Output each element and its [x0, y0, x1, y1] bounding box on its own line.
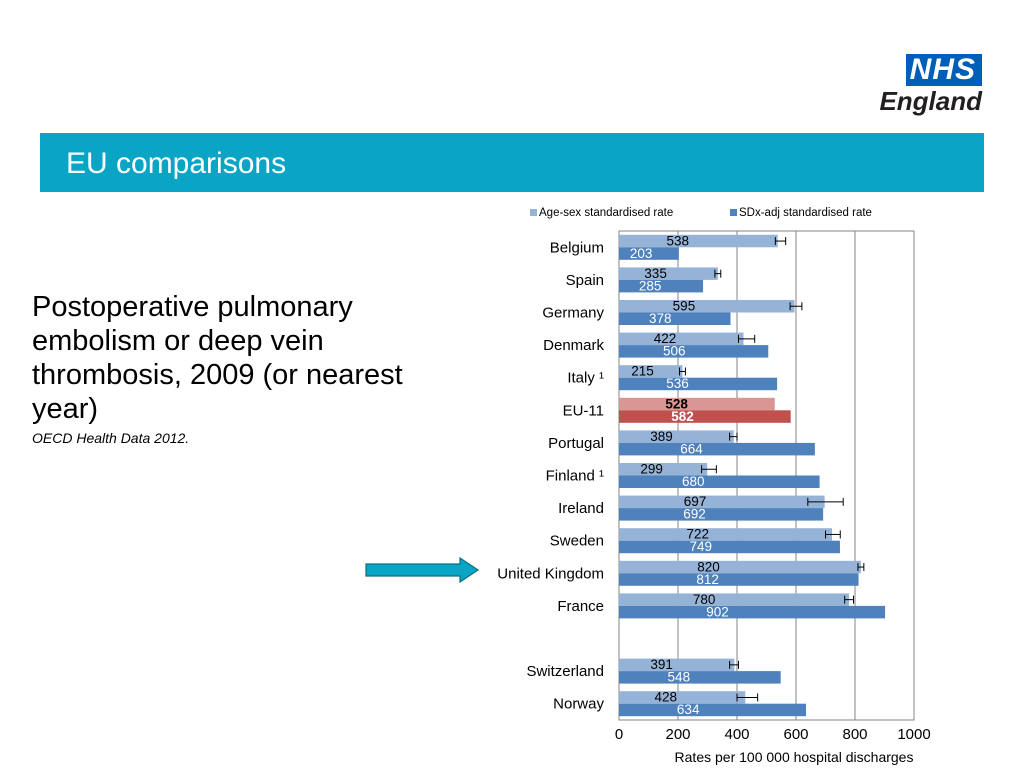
data-label: 722 — [687, 527, 710, 542]
data-label: 664 — [680, 441, 703, 456]
legend-swatch — [530, 209, 537, 216]
bar-sdx-adj — [619, 312, 731, 325]
category-label: Belgium — [550, 239, 604, 256]
data-label: 428 — [654, 690, 677, 705]
x-tick-labels: 0 200 400 600 800 1000 — [615, 726, 931, 743]
bar-sdx-adj — [619, 377, 778, 391]
data-label: 538 — [666, 233, 689, 248]
bar-age-sex — [619, 691, 746, 704]
category-label: France — [557, 598, 604, 615]
bar-chart: Age-sex standardised rate SDx-adj standar… — [497, 207, 931, 765]
data-label: 536 — [666, 376, 689, 391]
data-label: 389 — [650, 429, 673, 444]
category-label: Switzerland — [526, 663, 604, 680]
page-title: EU comparisons — [66, 147, 287, 180]
data-label: 902 — [706, 604, 729, 619]
bar-age-sex — [619, 430, 734, 443]
bar-sdx-adj — [619, 605, 886, 619]
x-tick-label: 200 — [665, 726, 690, 743]
bar-age-sex — [619, 300, 795, 313]
category-label: Denmark — [543, 337, 604, 354]
data-label: 582 — [671, 409, 694, 424]
category-label: Sweden — [550, 533, 604, 550]
data-label: 299 — [640, 462, 663, 477]
data-label: 391 — [650, 657, 673, 672]
data-label: 820 — [697, 559, 720, 574]
category-label: Italy ¹ — [567, 370, 604, 387]
bar-age-sex — [619, 528, 832, 541]
category-labels: Belgium Spain Germany Denmark Italy ¹ EU-11 Po… — [497, 239, 604, 712]
data-label: 506 — [663, 344, 686, 359]
data-label: 203 — [630, 246, 653, 261]
legend-label: SDx-adj standardised rate — [739, 207, 872, 219]
data-label: 422 — [654, 331, 677, 346]
data-label: 697 — [684, 494, 707, 509]
bar-sdx-adj — [619, 410, 791, 423]
bar-sdx-adj — [619, 703, 807, 717]
x-tick-label: 0 — [615, 726, 623, 743]
bar-age-sex — [619, 365, 683, 378]
x-tick-label: 1000 — [897, 726, 930, 743]
description-source: OECD Health Data 2012. — [32, 430, 190, 446]
category-label: EU-11 — [563, 402, 604, 419]
category-label: Finland ¹ — [546, 468, 604, 485]
x-tick-label: 600 — [783, 726, 808, 743]
bar-sdx-adj — [619, 540, 840, 554]
bar-age-sex — [619, 267, 718, 280]
bar-age-sex — [619, 397, 775, 411]
nhs-england-logo: NHS England — [874, 54, 982, 115]
nhs-logo-subtitle: England — [879, 86, 982, 116]
bar-age-sex — [619, 463, 708, 476]
data-label: 595 — [673, 299, 696, 314]
data-label: 812 — [696, 572, 719, 587]
x-axis-label: Rates per 100 000 hospital discharges — [675, 749, 914, 765]
data-label: 780 — [693, 592, 716, 607]
data-label: 528 — [665, 396, 688, 411]
category-label: Norway — [553, 696, 604, 713]
bar-age-sex — [619, 593, 850, 606]
bar-sdx-adj — [619, 279, 704, 293]
data-label: 680 — [682, 474, 705, 489]
bar-sdx-adj — [619, 508, 824, 521]
legend-label: Age-sex standardised rate — [539, 207, 673, 219]
bar-sdx-adj — [619, 442, 815, 456]
title-banner: EU comparisons — [40, 133, 984, 192]
category-label: Spain — [566, 272, 604, 289]
bar-sdx-adj — [619, 671, 781, 684]
data-label: 634 — [677, 702, 700, 717]
category-label: United Kingdom — [497, 565, 604, 582]
data-label: 692 — [683, 507, 706, 522]
legend-swatch — [730, 209, 737, 216]
bar-sdx-adj — [619, 345, 769, 358]
chart-legend: Age-sex standardised rate SDx-adj standar… — [530, 207, 872, 219]
bar-age-sex — [619, 234, 778, 248]
bar-age-sex — [619, 658, 735, 672]
data-label: 749 — [689, 539, 712, 554]
bar-age-sex — [619, 495, 825, 509]
category-label: Ireland — [558, 500, 604, 517]
arrow-shape — [365, 557, 480, 583]
data-label: 548 — [668, 670, 691, 685]
data-label: 378 — [649, 311, 672, 326]
data-label: 285 — [639, 278, 662, 293]
data-label: 215 — [631, 364, 654, 379]
bar-age-sex — [619, 332, 744, 346]
data-label: 335 — [644, 266, 667, 281]
chart-description: Postoperative pulmonary embolism or deep… — [32, 290, 432, 446]
bar-age-sex — [619, 560, 861, 574]
x-tick-label: 400 — [724, 726, 749, 743]
bar-sdx-adj — [619, 247, 679, 260]
bar-sdx-adj — [619, 573, 859, 586]
right-arrow-icon — [365, 557, 480, 583]
description-title: Postoperative pulmonary embolism or deep… — [32, 291, 403, 425]
x-tick-label: 800 — [842, 726, 867, 743]
bar-sdx-adj — [619, 475, 820, 488]
category-label: Portugal — [548, 435, 604, 452]
category-label: Germany — [542, 305, 604, 322]
nhs-logo-mark: NHS — [905, 54, 982, 86]
